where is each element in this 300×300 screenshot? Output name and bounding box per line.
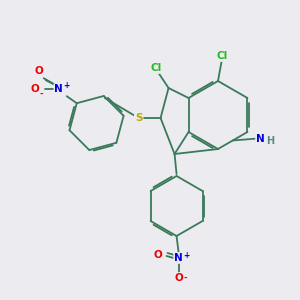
Text: N: N [174,253,183,263]
Text: Cl: Cl [216,51,228,61]
Text: -: - [184,274,188,283]
Text: Cl: Cl [151,63,162,73]
Text: N: N [54,84,63,94]
Text: S: S [135,113,142,123]
Text: O: O [153,250,162,260]
Text: O: O [30,84,39,94]
Text: O: O [34,66,43,76]
Text: +: + [64,81,70,90]
Text: N: N [256,134,265,143]
Text: H: H [266,136,274,146]
Text: O: O [174,273,183,283]
Text: -: - [40,90,44,99]
Text: +: + [183,250,190,260]
